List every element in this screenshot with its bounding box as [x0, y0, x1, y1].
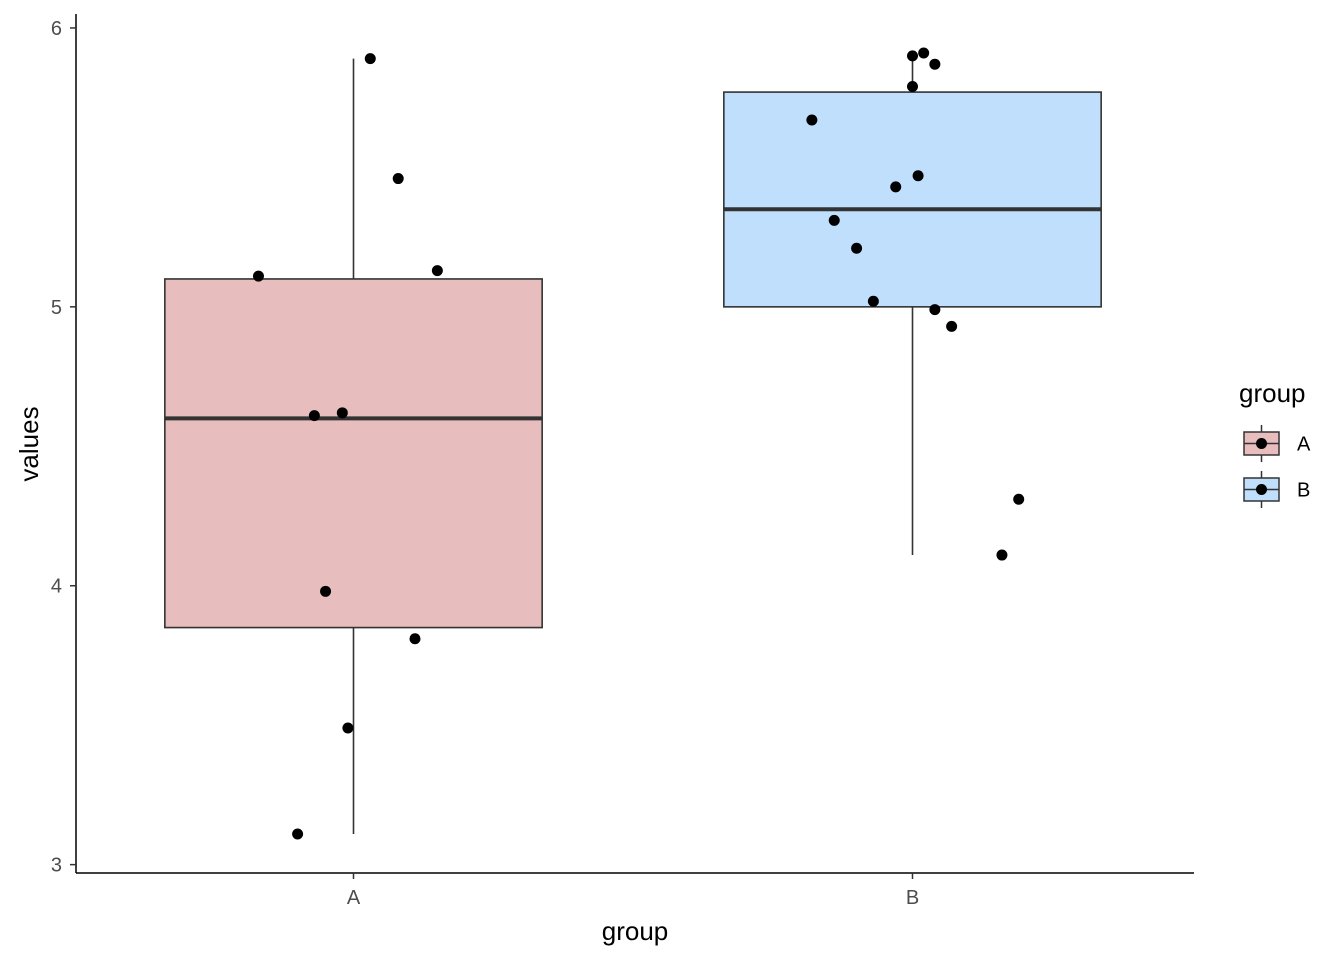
data-point-A [409, 633, 421, 645]
legend-item-A: A [1243, 425, 1311, 462]
data-point-A [364, 53, 376, 65]
legend-title: group [1239, 378, 1306, 408]
y-tick-label: 3 [51, 855, 62, 877]
y-axis-title: values [14, 406, 44, 481]
legend-key-point [1256, 438, 1267, 449]
data-point-B [912, 170, 924, 182]
data-point-A [336, 407, 348, 419]
legend-item-B: B [1243, 471, 1310, 508]
y-tick-label: 6 [51, 18, 62, 40]
legend-key-point [1256, 484, 1267, 495]
data-point-B [929, 58, 941, 70]
data-point-A [392, 173, 404, 185]
data-point-A [292, 828, 304, 840]
data-point-B [907, 50, 918, 62]
data-point-A [431, 265, 443, 277]
x-axis-title: group [602, 916, 669, 946]
box-body-B [723, 91, 1102, 308]
data-point-B [907, 81, 918, 93]
data-point-A [320, 585, 332, 597]
data-point-B [929, 304, 941, 316]
data-point-B [806, 114, 818, 126]
data-point-B [828, 214, 840, 226]
data-point-B [1013, 493, 1025, 505]
data-point-A [252, 270, 264, 282]
data-point-A [308, 410, 320, 422]
axis-ticks: 3 4 5 6 A B [51, 18, 919, 909]
y-tick-label: 5 [51, 297, 62, 319]
y-tick-label: 4 [51, 576, 62, 598]
data-point-B [946, 320, 958, 332]
legend: group AB [1239, 378, 1311, 508]
data-point-B [890, 181, 902, 193]
box-B [723, 53, 1102, 556]
x-tick-label: A [347, 887, 361, 909]
data-point-B [867, 295, 879, 307]
data-point-B [918, 47, 930, 59]
legend-items: AB [1243, 425, 1311, 508]
legend-label: A [1297, 434, 1311, 456]
data-point-B [996, 549, 1008, 561]
box-body-A [164, 278, 543, 629]
data-point-B [851, 242, 863, 254]
data-point-A [342, 722, 354, 734]
x-tick-label: B [906, 887, 919, 909]
legend-label: B [1297, 480, 1310, 502]
box-A [164, 58, 543, 834]
plot-area [164, 47, 1102, 840]
